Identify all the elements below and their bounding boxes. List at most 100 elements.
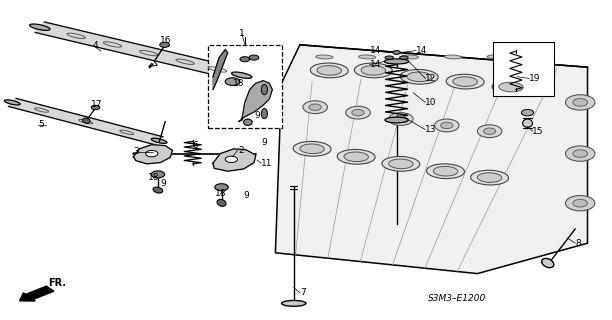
Ellipse shape (385, 117, 408, 123)
Circle shape (565, 95, 595, 110)
Ellipse shape (499, 82, 523, 92)
Circle shape (249, 55, 259, 60)
Ellipse shape (382, 156, 420, 171)
Ellipse shape (453, 77, 477, 86)
Ellipse shape (282, 300, 306, 306)
Circle shape (565, 196, 595, 211)
Ellipse shape (530, 55, 547, 59)
Polygon shape (35, 22, 246, 80)
Text: 2: 2 (239, 146, 244, 155)
Ellipse shape (316, 55, 333, 59)
Ellipse shape (29, 24, 50, 30)
Circle shape (573, 150, 588, 157)
Polygon shape (239, 81, 272, 122)
Circle shape (225, 156, 237, 163)
Ellipse shape (261, 108, 267, 119)
Polygon shape (275, 45, 588, 274)
Text: 15: 15 (532, 127, 544, 136)
Ellipse shape (471, 170, 509, 185)
Text: 18: 18 (215, 189, 227, 198)
Polygon shape (133, 145, 173, 164)
Ellipse shape (359, 55, 376, 59)
Text: 12: 12 (425, 74, 437, 83)
Ellipse shape (492, 80, 530, 94)
Ellipse shape (385, 56, 394, 59)
Text: 9: 9 (261, 138, 267, 147)
Ellipse shape (231, 72, 252, 78)
Text: 6: 6 (193, 141, 198, 150)
Circle shape (395, 116, 407, 122)
Ellipse shape (337, 149, 375, 164)
Circle shape (477, 125, 502, 138)
Text: 5: 5 (38, 120, 43, 129)
Circle shape (160, 42, 170, 47)
Text: 17: 17 (91, 100, 102, 109)
Text: FR.: FR. (48, 278, 65, 288)
Ellipse shape (217, 199, 226, 206)
Circle shape (393, 51, 400, 54)
Ellipse shape (344, 152, 368, 162)
Ellipse shape (151, 138, 167, 143)
Ellipse shape (83, 118, 90, 123)
Ellipse shape (354, 63, 392, 78)
Text: 8: 8 (575, 239, 581, 248)
Ellipse shape (400, 69, 438, 84)
Ellipse shape (407, 72, 431, 82)
Ellipse shape (153, 187, 163, 193)
Ellipse shape (384, 59, 409, 64)
Text: 14: 14 (370, 46, 381, 55)
Ellipse shape (389, 159, 413, 169)
Text: 14: 14 (370, 60, 381, 69)
Circle shape (352, 109, 364, 116)
Ellipse shape (542, 259, 554, 268)
Circle shape (151, 171, 165, 178)
Text: 18: 18 (148, 173, 160, 182)
Circle shape (521, 109, 534, 116)
Bar (493, 42, 554, 96)
Polygon shape (213, 50, 228, 90)
Ellipse shape (523, 119, 532, 127)
Ellipse shape (300, 144, 324, 154)
Circle shape (441, 122, 453, 129)
Text: 9: 9 (160, 180, 166, 188)
Text: 9: 9 (254, 111, 259, 120)
Text: 11: 11 (261, 159, 273, 168)
Circle shape (573, 199, 588, 207)
Circle shape (573, 99, 588, 106)
Ellipse shape (361, 66, 386, 75)
Text: 9: 9 (244, 191, 249, 200)
Ellipse shape (446, 74, 484, 89)
Ellipse shape (487, 55, 504, 59)
Text: 14: 14 (416, 46, 428, 55)
Text: 18: 18 (233, 79, 244, 88)
Text: 10: 10 (425, 98, 437, 107)
Text: 19: 19 (529, 74, 541, 83)
Circle shape (240, 57, 250, 62)
Circle shape (565, 146, 595, 161)
Bar (208, 45, 282, 128)
Circle shape (146, 150, 158, 157)
Ellipse shape (401, 55, 419, 59)
Ellipse shape (293, 141, 331, 156)
Polygon shape (213, 149, 256, 171)
Circle shape (309, 104, 321, 110)
Text: 16: 16 (160, 36, 172, 45)
Text: 7: 7 (300, 288, 305, 297)
Circle shape (435, 119, 459, 132)
Ellipse shape (317, 66, 341, 75)
Text: 4: 4 (93, 41, 99, 50)
Circle shape (346, 106, 370, 119)
Circle shape (215, 184, 228, 191)
Ellipse shape (261, 84, 267, 95)
Ellipse shape (444, 55, 461, 59)
Ellipse shape (477, 173, 502, 182)
Text: 3: 3 (133, 148, 139, 156)
Text: 1: 1 (239, 29, 245, 38)
Ellipse shape (427, 164, 465, 179)
Circle shape (91, 105, 100, 110)
Circle shape (389, 113, 413, 125)
FancyArrow shape (20, 286, 54, 301)
Ellipse shape (433, 166, 458, 176)
Ellipse shape (244, 119, 252, 125)
Polygon shape (9, 98, 163, 145)
